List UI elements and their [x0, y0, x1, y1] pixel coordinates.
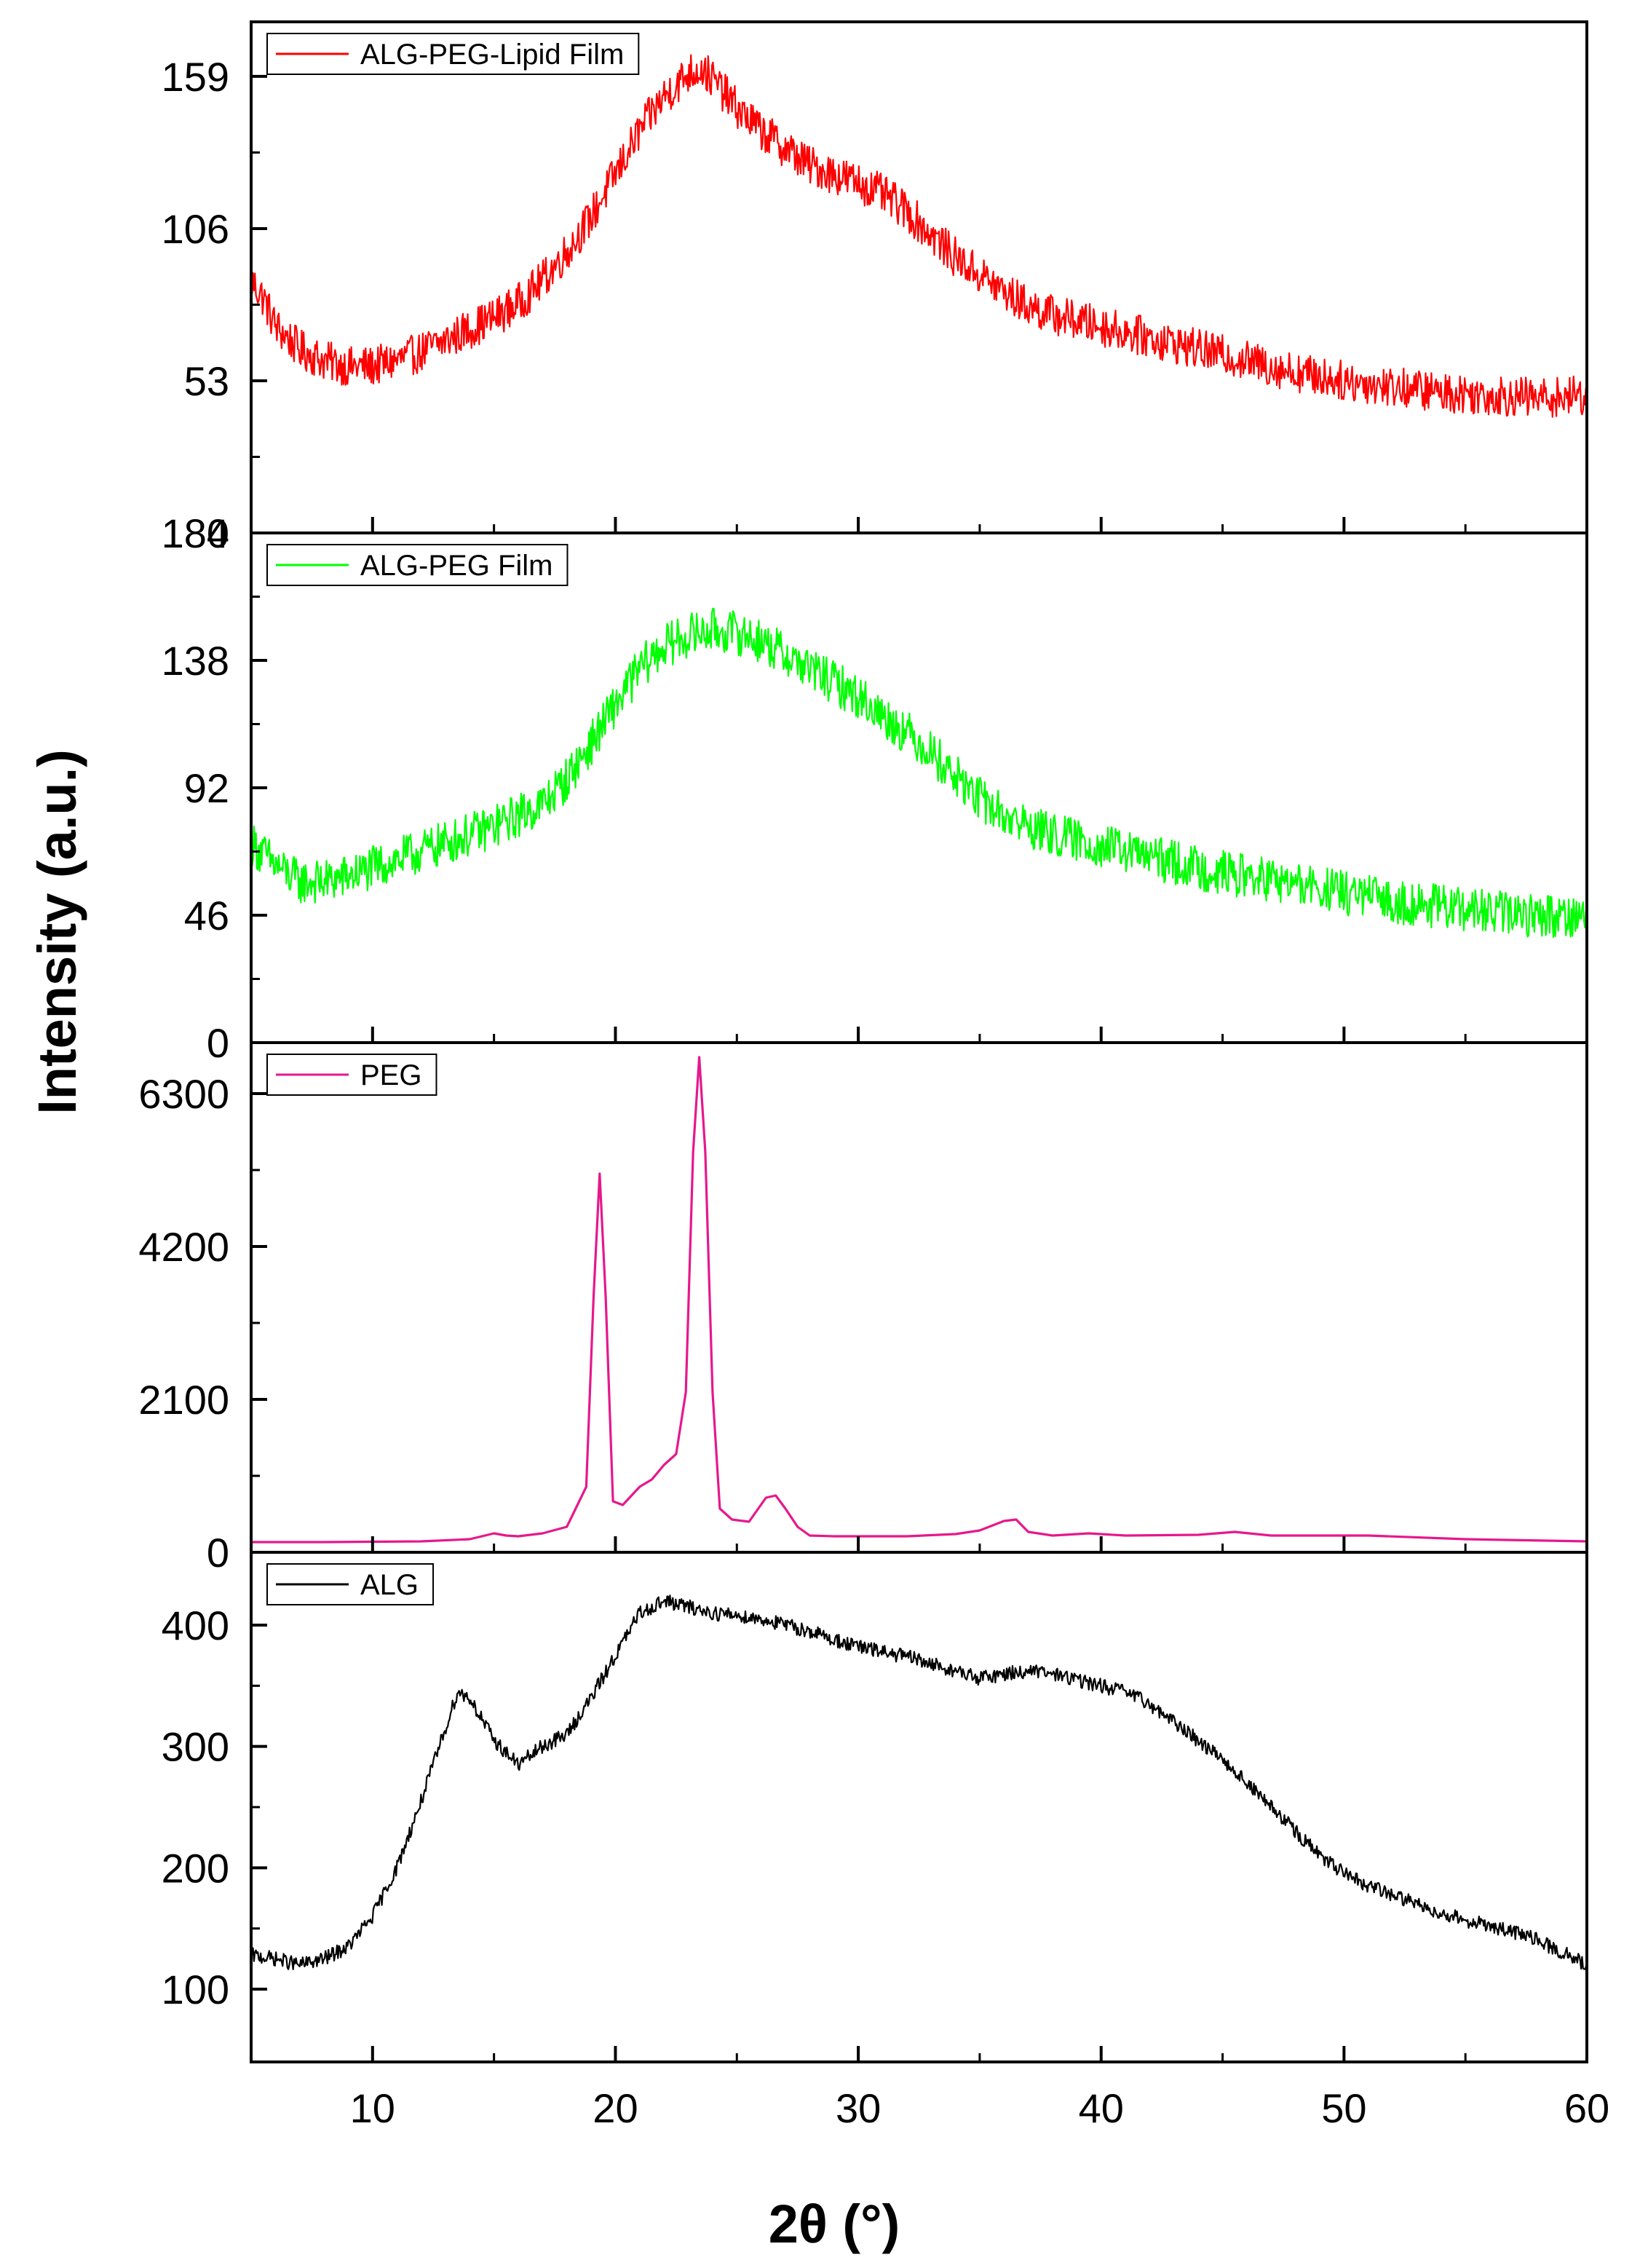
plot-frame — [250, 1041, 1588, 1554]
panel-alg-peg-film: 0 46 92 138 184 ALG-PEG Film — [162, 510, 1588, 1066]
x-tick-label: 30 — [836, 2085, 881, 2131]
y-tick-label: 0 — [207, 510, 229, 556]
data-series-line — [251, 1056, 1588, 1544]
y-axis-label: Intensity (a.u.) — [27, 749, 87, 1115]
x-tick-label: 10 — [350, 2085, 395, 2131]
panel-peg: 0 2100 4200 6300 PEG — [138, 1041, 1588, 1576]
data-series-line — [250, 1595, 1588, 1970]
y-tick-label: 400 — [162, 1603, 229, 1648]
data-series-line — [250, 54, 1588, 418]
panel-alg-peg-lipid-film: 0 53 106 159 ALG-PEG-Lipid Film — [162, 20, 1588, 556]
y-tick-label: 0 — [207, 1530, 229, 1576]
x-tick-label: 20 — [593, 2085, 638, 2131]
plot-frame — [250, 532, 1588, 1044]
legend-label: PEG — [360, 1059, 421, 1091]
y-tick-label: 0 — [207, 1020, 229, 1066]
x-axis-label: 2θ (°) — [769, 2194, 900, 2254]
panel-alg: 100 200 300 400 ALG — [162, 1551, 1588, 2063]
legend-label: ALG — [360, 1569, 419, 1601]
y-tick-label: 159 — [162, 54, 229, 100]
y-tick-label: 4200 — [138, 1224, 229, 1270]
legend-box — [266, 544, 569, 586]
y-tick-label: 200 — [162, 1845, 229, 1891]
x-tick-label: 50 — [1321, 2085, 1366, 2131]
y-tick-label: 106 — [162, 206, 229, 252]
y-tick-label: 46 — [184, 893, 229, 939]
y-tick-label: 6300 — [138, 1071, 229, 1117]
y-tick-label: 300 — [162, 1724, 229, 1770]
plot-frame — [250, 20, 1588, 534]
legend-label: ALG-PEG-Lipid Film — [360, 39, 624, 71]
y-tick-label: 184 — [162, 510, 229, 556]
data-series-line — [250, 607, 1588, 939]
x-tick-label: 40 — [1079, 2085, 1124, 2131]
y-tick-label: 100 — [162, 1967, 229, 2012]
y-tick-label: 138 — [162, 638, 229, 684]
y-tick-label: 2100 — [138, 1377, 229, 1423]
y-tick-label: 53 — [184, 358, 229, 404]
legend-label: ALG-PEG Film — [360, 550, 552, 582]
y-tick-label: 92 — [184, 765, 229, 811]
x-tick-label: 60 — [1564, 2085, 1609, 2131]
plot-frame — [250, 1551, 1588, 2063]
